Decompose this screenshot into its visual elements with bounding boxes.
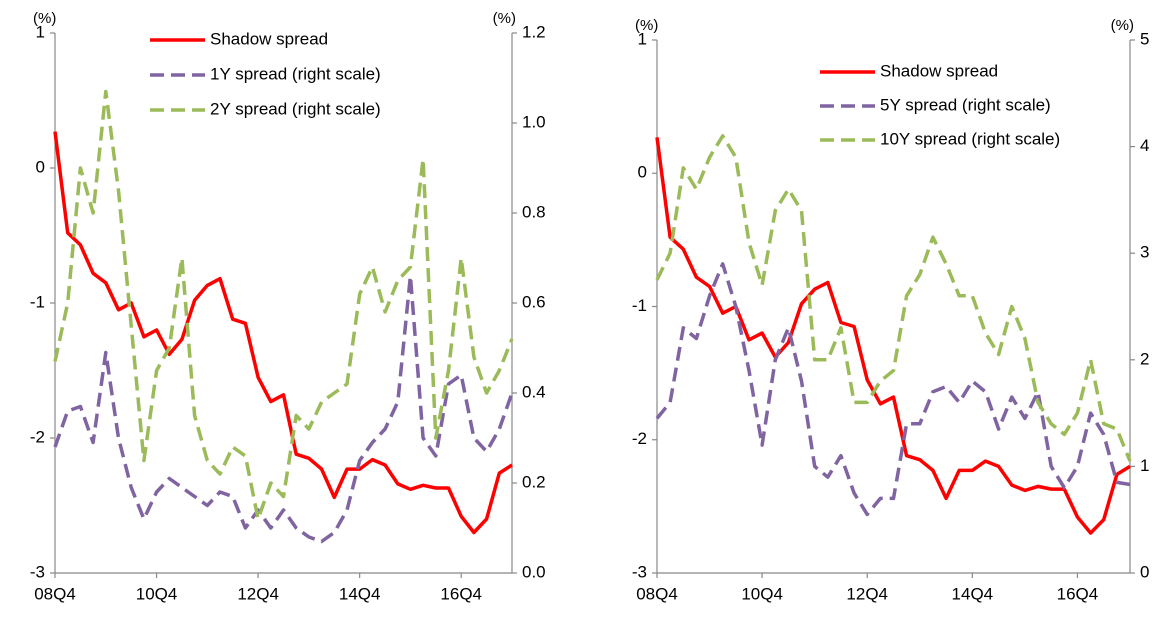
series-line (53, 131, 513, 535)
y-tick-label: 0 (36, 157, 45, 176)
y-tick-label: -2 (30, 427, 45, 446)
y-unit: (%) (33, 10, 56, 27)
y2-tick-label: 1 (1140, 456, 1149, 475)
legend-label: 10Y spread (right scale) (880, 129, 1060, 148)
y2-tick-label: 0.0 (522, 562, 546, 581)
y2-tick-label: 1.0 (522, 112, 546, 131)
y2-tick-label: 4 (1140, 136, 1149, 155)
legend-label: Shadow spread (210, 29, 328, 48)
y2-tick-label: 0 (1140, 562, 1149, 581)
x-tick-label: 14Q4 (952, 584, 994, 603)
y2-tick-label: 5 (1140, 29, 1149, 48)
x-tick-label: 12Q4 (846, 584, 888, 603)
legend-label: 2Y spread (right scale) (210, 99, 381, 118)
x-tick-label: 14Q4 (339, 584, 381, 603)
y2-tick-label: 0.2 (522, 472, 546, 491)
series-line (655, 137, 1131, 535)
legend-label: 1Y spread (right scale) (210, 64, 381, 83)
x-tick-label: 12Q4 (237, 584, 279, 603)
series-line (655, 134, 1132, 462)
legend-label: Shadow spread (880, 61, 998, 80)
y-tick-label: -2 (632, 429, 647, 448)
y-tick-label: -3 (632, 562, 647, 581)
legend-label: 5Y spread (right scale) (880, 95, 1051, 114)
y2-tick-label: 0.8 (522, 202, 546, 221)
x-tick-label: 16Q4 (440, 584, 482, 603)
y-tick-label: -3 (30, 562, 45, 581)
y2-unit: (%) (493, 10, 516, 27)
y2-unit: (%) (1111, 17, 1134, 34)
y-tick-label: 1 (638, 29, 647, 48)
series-line (53, 89, 514, 521)
x-tick-label: 16Q4 (1057, 584, 1099, 603)
y-tick-label: -1 (30, 292, 45, 311)
x-tick-label: 10Q4 (741, 584, 783, 603)
y-tick-label: 1 (36, 22, 45, 41)
y-tick-label: 0 (638, 163, 647, 182)
x-tick-label: 10Q4 (136, 584, 178, 603)
series-line (655, 262, 1131, 517)
series-line (53, 274, 514, 544)
y2-tick-label: 0.4 (522, 382, 546, 401)
x-tick-label: 08Q4 (34, 584, 76, 603)
y2-tick-label: 2 (1140, 349, 1149, 368)
y2-tick-label: 1.2 (522, 22, 546, 41)
y2-tick-label: 0.6 (522, 292, 546, 311)
x-tick-label: 08Q4 (636, 584, 678, 603)
y-unit: (%) (635, 17, 658, 34)
y2-tick-label: 3 (1140, 243, 1149, 262)
y-tick-label: -1 (632, 296, 647, 315)
